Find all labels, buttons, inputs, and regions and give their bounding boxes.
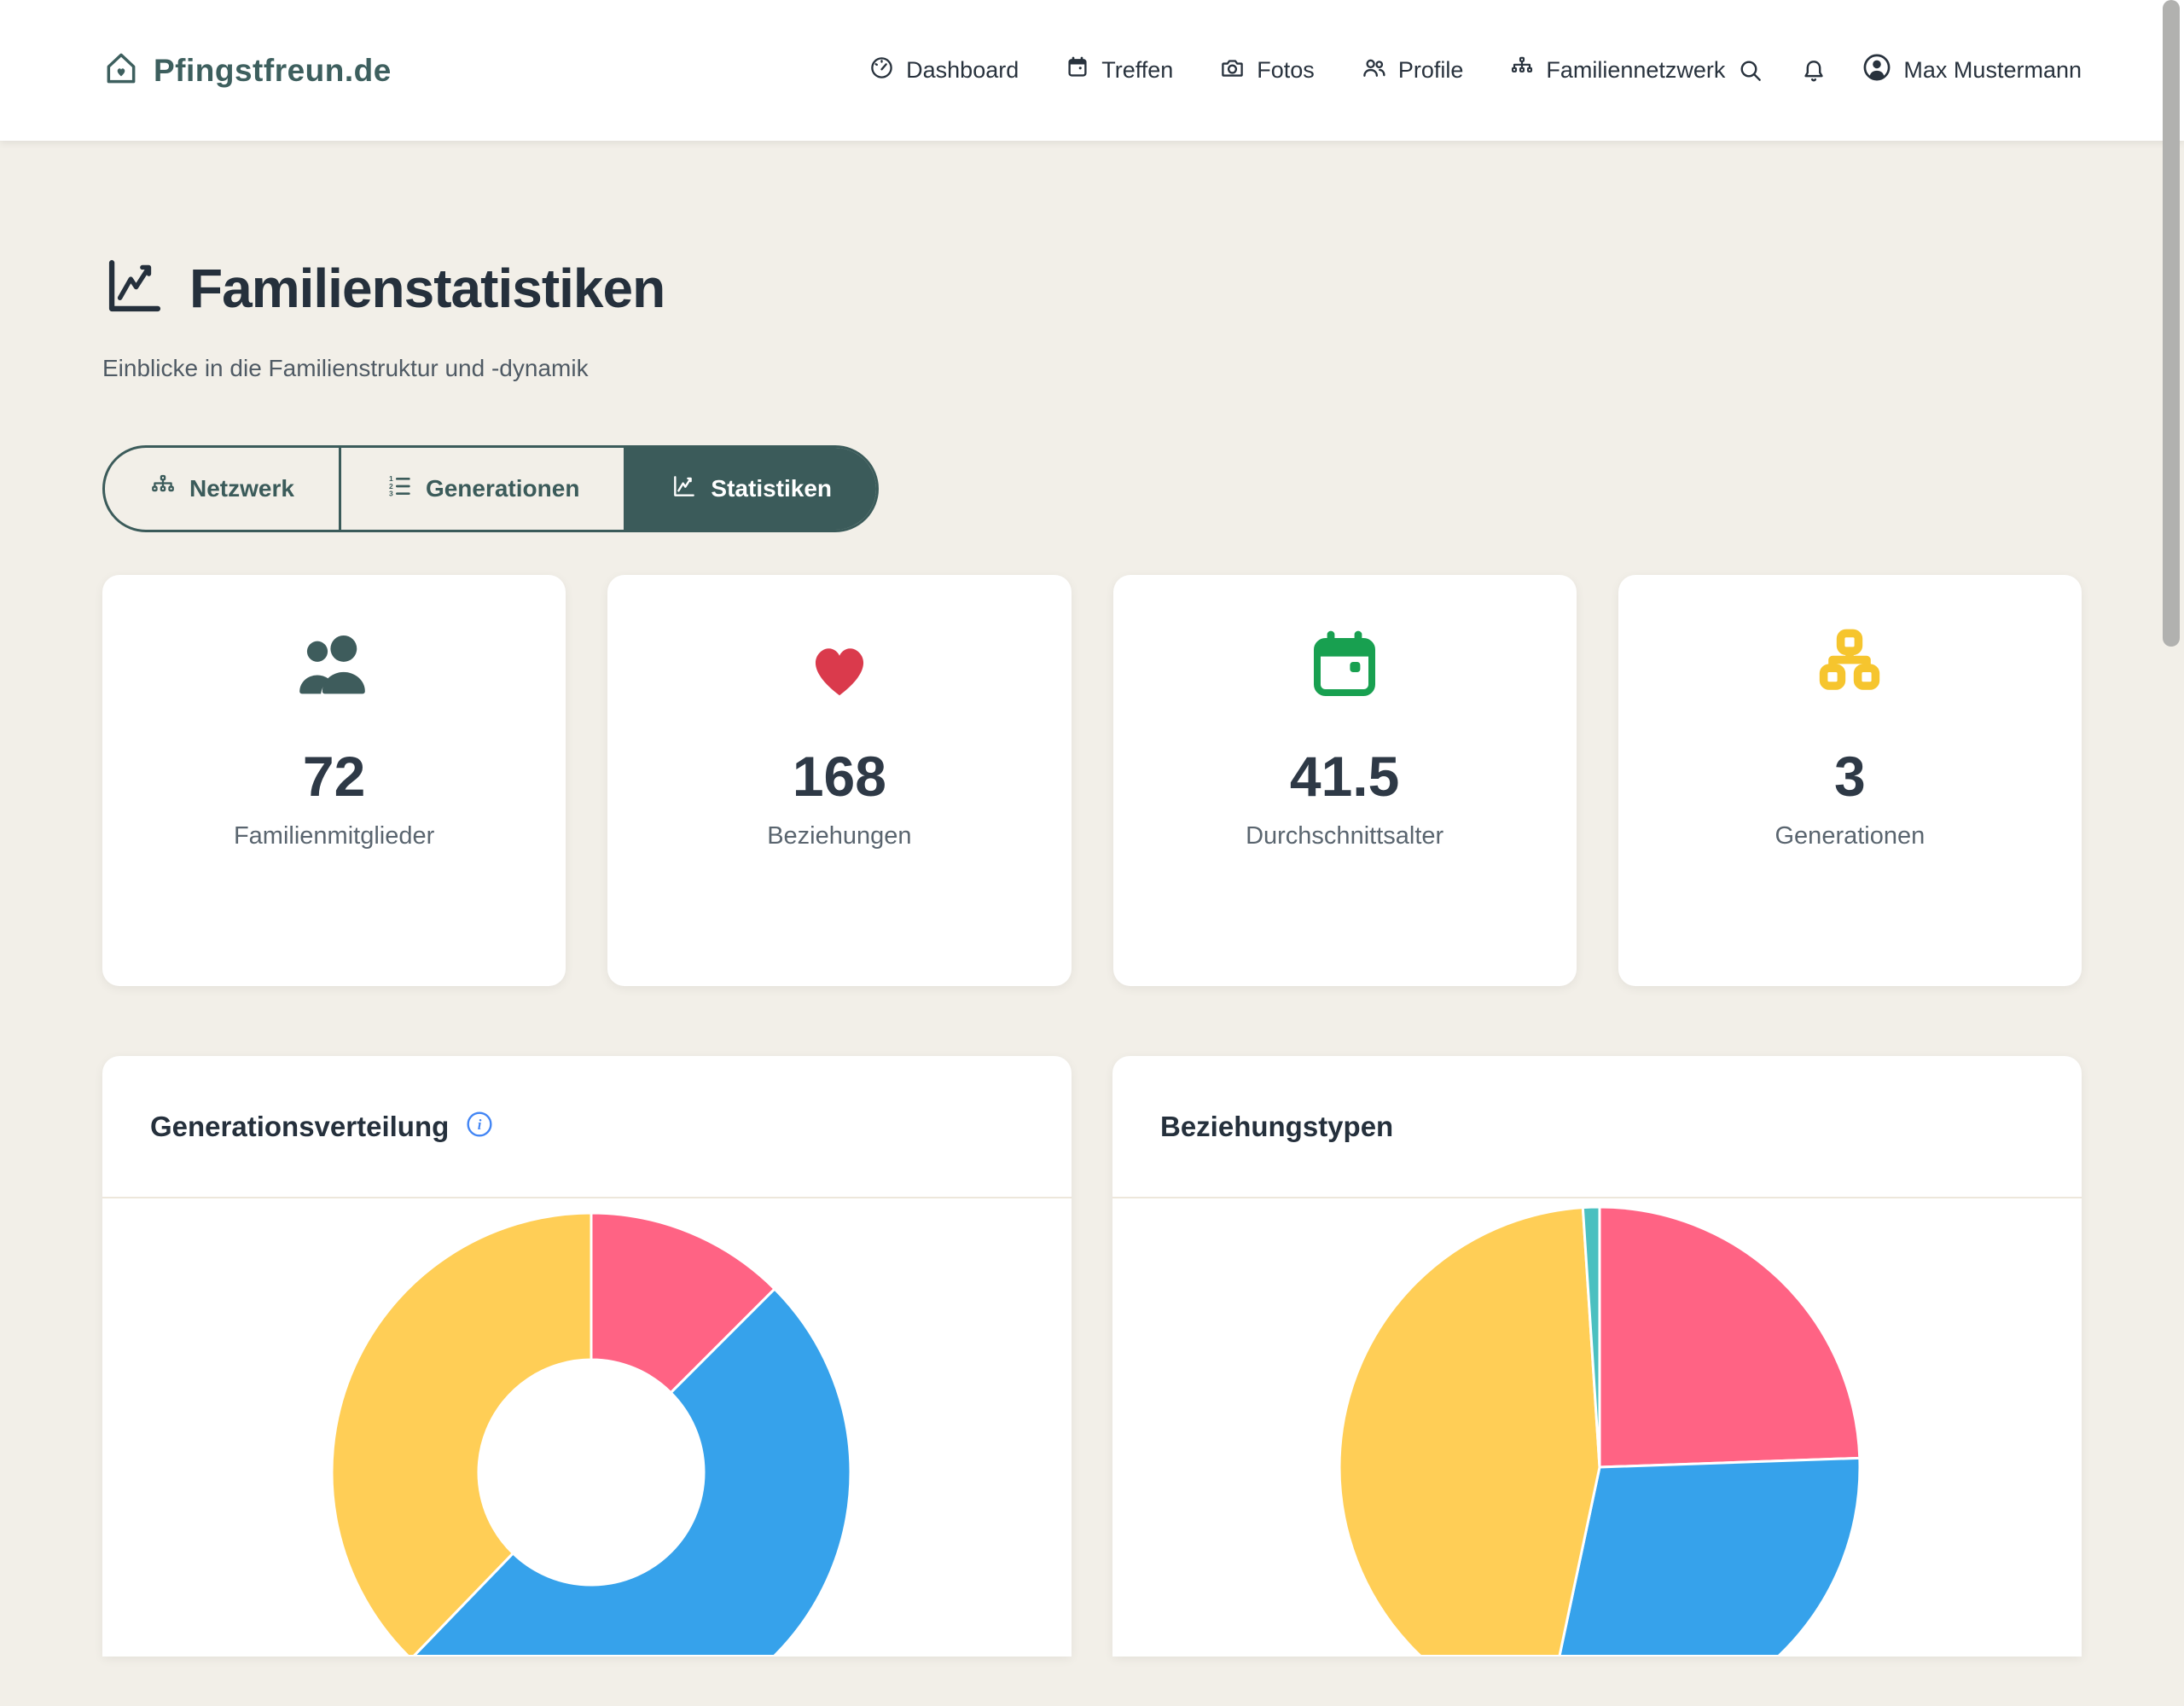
nav-item-dashboard[interactable]: Dashboard	[868, 55, 1019, 87]
nav-item-fotos[interactable]: Fotos	[1219, 55, 1315, 87]
svg-text:2: 2	[389, 481, 393, 490]
search-icon[interactable]	[1737, 57, 1764, 84]
sitemap-icon	[1509, 55, 1535, 86]
info-icon[interactable]: i	[466, 1111, 493, 1142]
view-tabs: Netzwerk 1 2 3 Generationen St	[102, 445, 880, 532]
nav-label: Fotos	[1257, 57, 1315, 83]
stat-card-durchschnittsalter: 41.5 Durchschnittsalter	[1112, 575, 1577, 986]
people-outline-icon	[1361, 55, 1387, 87]
tab-label: Statistiken	[711, 475, 833, 502]
relationships-chart-card: Beziehungstypen	[1112, 1056, 2082, 1657]
relationships-pie-area	[1112, 1198, 2082, 1655]
bell-icon[interactable]	[1800, 57, 1827, 84]
tab-netzwerk[interactable]: Netzwerk	[105, 448, 339, 530]
vertical-scrollbar-thumb[interactable]	[2163, 0, 2180, 647]
user-name: Max Mustermann	[1903, 57, 2082, 83]
generations-donut-area	[102, 1198, 1072, 1655]
ordered-list-icon: 1 2 3	[386, 473, 413, 506]
house-heart-icon	[102, 49, 140, 91]
stat-card-generationen: 3 Generationen	[1618, 575, 2082, 986]
svg-text:i: i	[478, 1117, 482, 1133]
generations-chart-card: Generationsverteilung i	[102, 1056, 1072, 1657]
stat-card-familienmitglieder: 72 Familienmitglieder	[102, 575, 566, 986]
brand-name: Pfingstfreun.de	[154, 52, 392, 88]
chart-line-icon	[671, 473, 698, 506]
page-subtitle: Einblicke in die Familienstruktur und -d…	[102, 355, 589, 381]
stat-value: 3	[1834, 745, 1866, 808]
stat-cards: 72 Familienmitglieder 168 Beziehungen	[102, 575, 2082, 986]
avatar-icon	[1862, 52, 1892, 89]
nav-label: Profile	[1397, 57, 1464, 83]
user-menu[interactable]: Max Mustermann	[1862, 52, 2082, 89]
generations-donut-chart	[330, 1211, 852, 1655]
calendar-icon	[1304, 623, 1385, 708]
page-title: Familienstatistiken	[189, 257, 665, 319]
chart-title: Generationsverteilung	[150, 1110, 450, 1142]
page-title-row: Familienstatistiken	[102, 141, 2082, 322]
tab-generationen[interactable]: 1 2 3 Generationen	[338, 448, 624, 530]
sitemap-icon	[149, 473, 177, 506]
tab-label: Generationen	[425, 475, 580, 502]
relationships-pie-chart	[1338, 1205, 1862, 1655]
nav-item-familiennetzwerk[interactable]: Familiennetzwerk	[1509, 55, 1725, 86]
main-nav: Dashboard Treffen Fotos	[868, 55, 1725, 87]
nav-item-treffen[interactable]: Treffen	[1065, 55, 1173, 86]
tab-label: Netzwerk	[189, 475, 294, 502]
chart-header: Generationsverteilung i	[102, 1056, 1072, 1198]
chart-title: Beziehungstypen	[1160, 1110, 1394, 1142]
people-icon	[292, 623, 377, 708]
calendar-icon	[1065, 55, 1090, 86]
stat-label: Generationen	[1774, 822, 1926, 850]
nav-label: Treffen	[1101, 57, 1174, 83]
nav-item-profile[interactable]: Profile	[1361, 55, 1464, 87]
stat-label: Beziehungen	[767, 822, 912, 850]
chart-cards: Generationsverteilung i Beziehungstypen	[102, 1056, 2082, 1657]
main-content: Familienstatistiken Einblicke in die Fam…	[0, 141, 2184, 1657]
brand-logo[interactable]: Pfingstfreun.de	[102, 49, 392, 91]
chart-line-icon	[102, 253, 167, 322]
svg-text:3: 3	[389, 489, 393, 497]
stat-value: 72	[302, 745, 366, 808]
gauge-icon	[868, 55, 895, 87]
stat-label: Durchschnittsalter	[1246, 822, 1444, 850]
top-navbar: Pfingstfreun.de Dashboard	[0, 0, 2184, 141]
svg-text:1: 1	[389, 474, 393, 483]
stat-value: 41.5	[1289, 745, 1400, 808]
nav-label: Familiennetzwerk	[1546, 57, 1726, 83]
hierarchy-icon	[1809, 623, 1891, 708]
stat-label: Familienmitglieder	[233, 822, 435, 850]
camera-icon	[1219, 55, 1246, 87]
stat-value: 168	[792, 745, 886, 808]
chart-header: Beziehungstypen	[1112, 1056, 2082, 1198]
tab-statistiken[interactable]: Statistiken	[624, 448, 877, 530]
heart-icon	[799, 623, 880, 708]
nav-label: Dashboard	[906, 57, 1019, 83]
stat-card-beziehungen: 168 Beziehungen	[607, 575, 1072, 986]
